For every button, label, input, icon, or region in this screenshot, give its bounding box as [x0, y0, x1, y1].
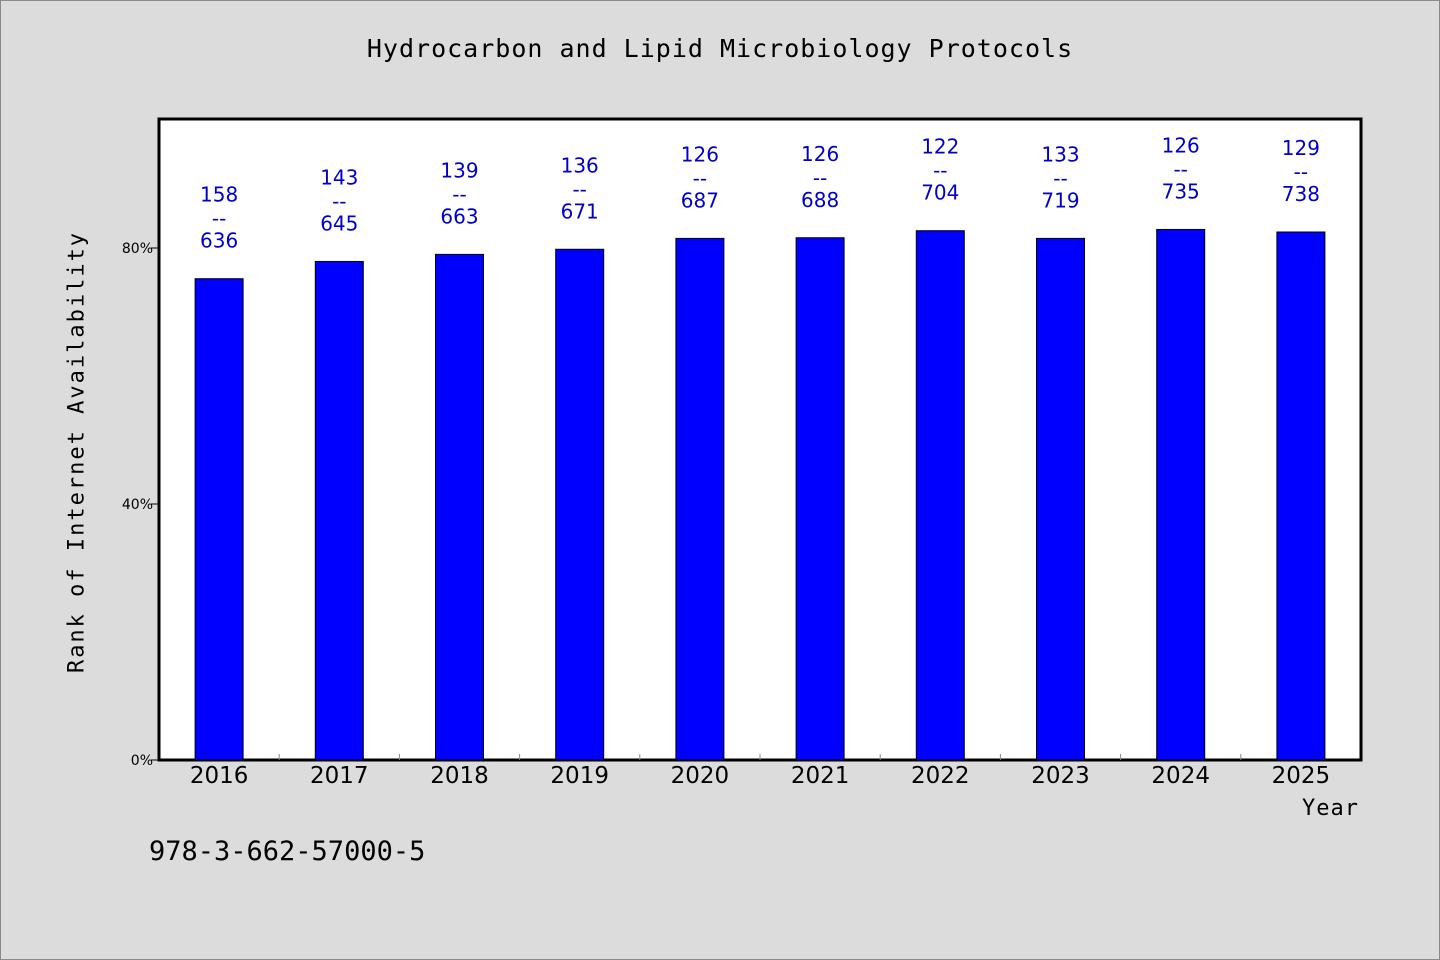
data-label: 636: [200, 229, 238, 253]
y-tick-label: 80%: [122, 241, 153, 257]
x-tick-label: 2022: [911, 763, 970, 789]
x-tick-label: 2025: [1272, 763, 1331, 789]
data-label: 158: [200, 183, 238, 207]
data-label: --: [1173, 157, 1187, 181]
bars: [194, 228, 1326, 761]
x-tick-label: 2018: [430, 763, 489, 789]
bar: [1036, 237, 1085, 761]
x-tick-label: 2020: [671, 763, 730, 789]
data-label: 671: [561, 199, 599, 223]
y-axis: 0% 40% 80%: [122, 241, 159, 769]
data-label: 122: [921, 135, 959, 159]
x-tick-label: 2019: [550, 763, 609, 789]
bar: [1276, 231, 1326, 761]
data-label: 738: [1282, 182, 1320, 206]
bar: [314, 260, 364, 761]
data-label: 719: [1041, 188, 1079, 212]
data-label: 136: [561, 153, 599, 177]
data-label: 663: [440, 204, 478, 228]
data-label: --: [212, 207, 226, 231]
data-label: 688: [801, 188, 839, 212]
data-label: --: [813, 166, 827, 190]
bar: [435, 253, 484, 761]
data-label: 126: [681, 142, 719, 166]
bar: [194, 278, 244, 761]
data-label: 129: [1282, 136, 1320, 160]
x-tick-label: 2023: [1031, 763, 1090, 789]
data-label: 735: [1162, 179, 1200, 203]
bar: [1156, 228, 1206, 761]
data-label: --: [332, 189, 346, 213]
x-tick-label: 2021: [791, 763, 850, 789]
y-tick-label: 40%: [122, 497, 153, 513]
chart-title: Hydrocarbon and Lipid Microbiology Proto…: [366, 34, 1074, 63]
data-label: 645: [320, 211, 358, 235]
data-label: 704: [921, 181, 959, 205]
x-axis: 2016 2017 2018 2019 2020 2021 2022 2023 2024 2025: [190, 754, 1330, 789]
data-label: 133: [1041, 142, 1079, 166]
data-labels: 158--636143--645139--663136--671126--687…: [200, 133, 1320, 252]
data-label: --: [452, 182, 466, 206]
isbn-text: 978-3-662-57000-5: [149, 836, 426, 867]
data-label: 126: [1162, 133, 1200, 157]
x-tick-label: 2024: [1151, 763, 1210, 789]
bar: [675, 237, 725, 761]
bar: [795, 237, 845, 761]
data-label: --: [1053, 166, 1067, 190]
data-label: 126: [801, 142, 839, 166]
y-tick-label: 0%: [131, 753, 153, 769]
x-axis-label: Year: [1302, 796, 1359, 821]
data-label: 139: [440, 158, 478, 182]
data-label: --: [693, 166, 707, 190]
x-tick-label: 2016: [190, 763, 249, 789]
x-tick-label: 2017: [310, 763, 369, 789]
data-label: --: [933, 159, 947, 183]
data-label: 143: [320, 165, 358, 189]
bar: [915, 230, 965, 761]
data-label: --: [572, 177, 586, 201]
data-label: 687: [681, 188, 719, 212]
data-label: --: [1294, 160, 1308, 184]
bar: [555, 248, 605, 761]
